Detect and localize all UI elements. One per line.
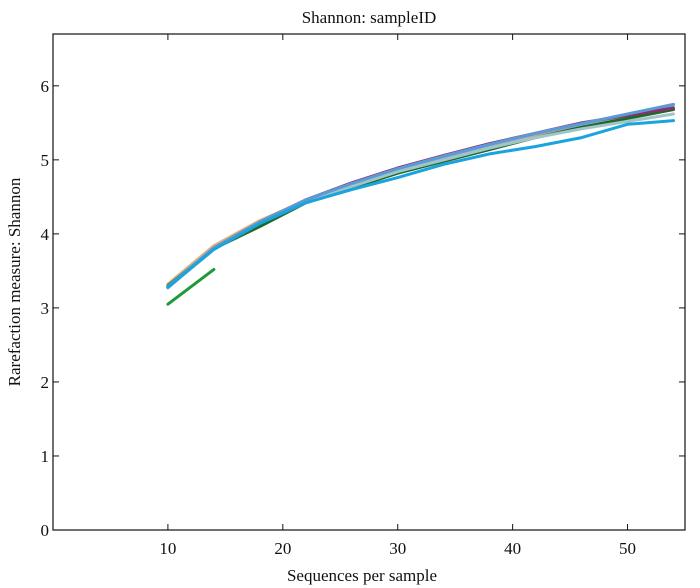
series-line-3	[166, 108, 675, 288]
x-tick-label: 30	[389, 539, 406, 558]
y-tick-label: 3	[41, 299, 50, 318]
chart-title: Shannon: sampleID	[302, 8, 437, 27]
y-tick-label: 0	[41, 521, 50, 540]
y-tick-label: 5	[41, 151, 50, 170]
y-tick-label: 4	[41, 225, 50, 244]
plot-frame	[52, 33, 686, 531]
x-axis: 10 20 30 40 50	[159, 34, 636, 558]
series-line-5	[166, 106, 675, 289]
y-tick-label: 1	[41, 447, 50, 466]
x-tick-label: 10	[159, 539, 176, 558]
series-group	[166, 102, 675, 306]
x-tick-label: 40	[504, 539, 521, 558]
y-tick-label: 6	[41, 77, 50, 96]
y-tick-label: 2	[41, 373, 50, 392]
y-axis: 0 1 2 3 4 5 6	[41, 77, 685, 540]
x-tick-label: 20	[274, 539, 291, 558]
series-line-4	[166, 112, 675, 289]
series-line-7	[166, 119, 675, 289]
y-axis-label: Rarefaction measure: Shannon	[5, 177, 24, 386]
series-line-8	[166, 267, 216, 306]
x-tick-label: 50	[619, 539, 636, 558]
x-axis-label: Sequences per sample	[287, 566, 437, 585]
